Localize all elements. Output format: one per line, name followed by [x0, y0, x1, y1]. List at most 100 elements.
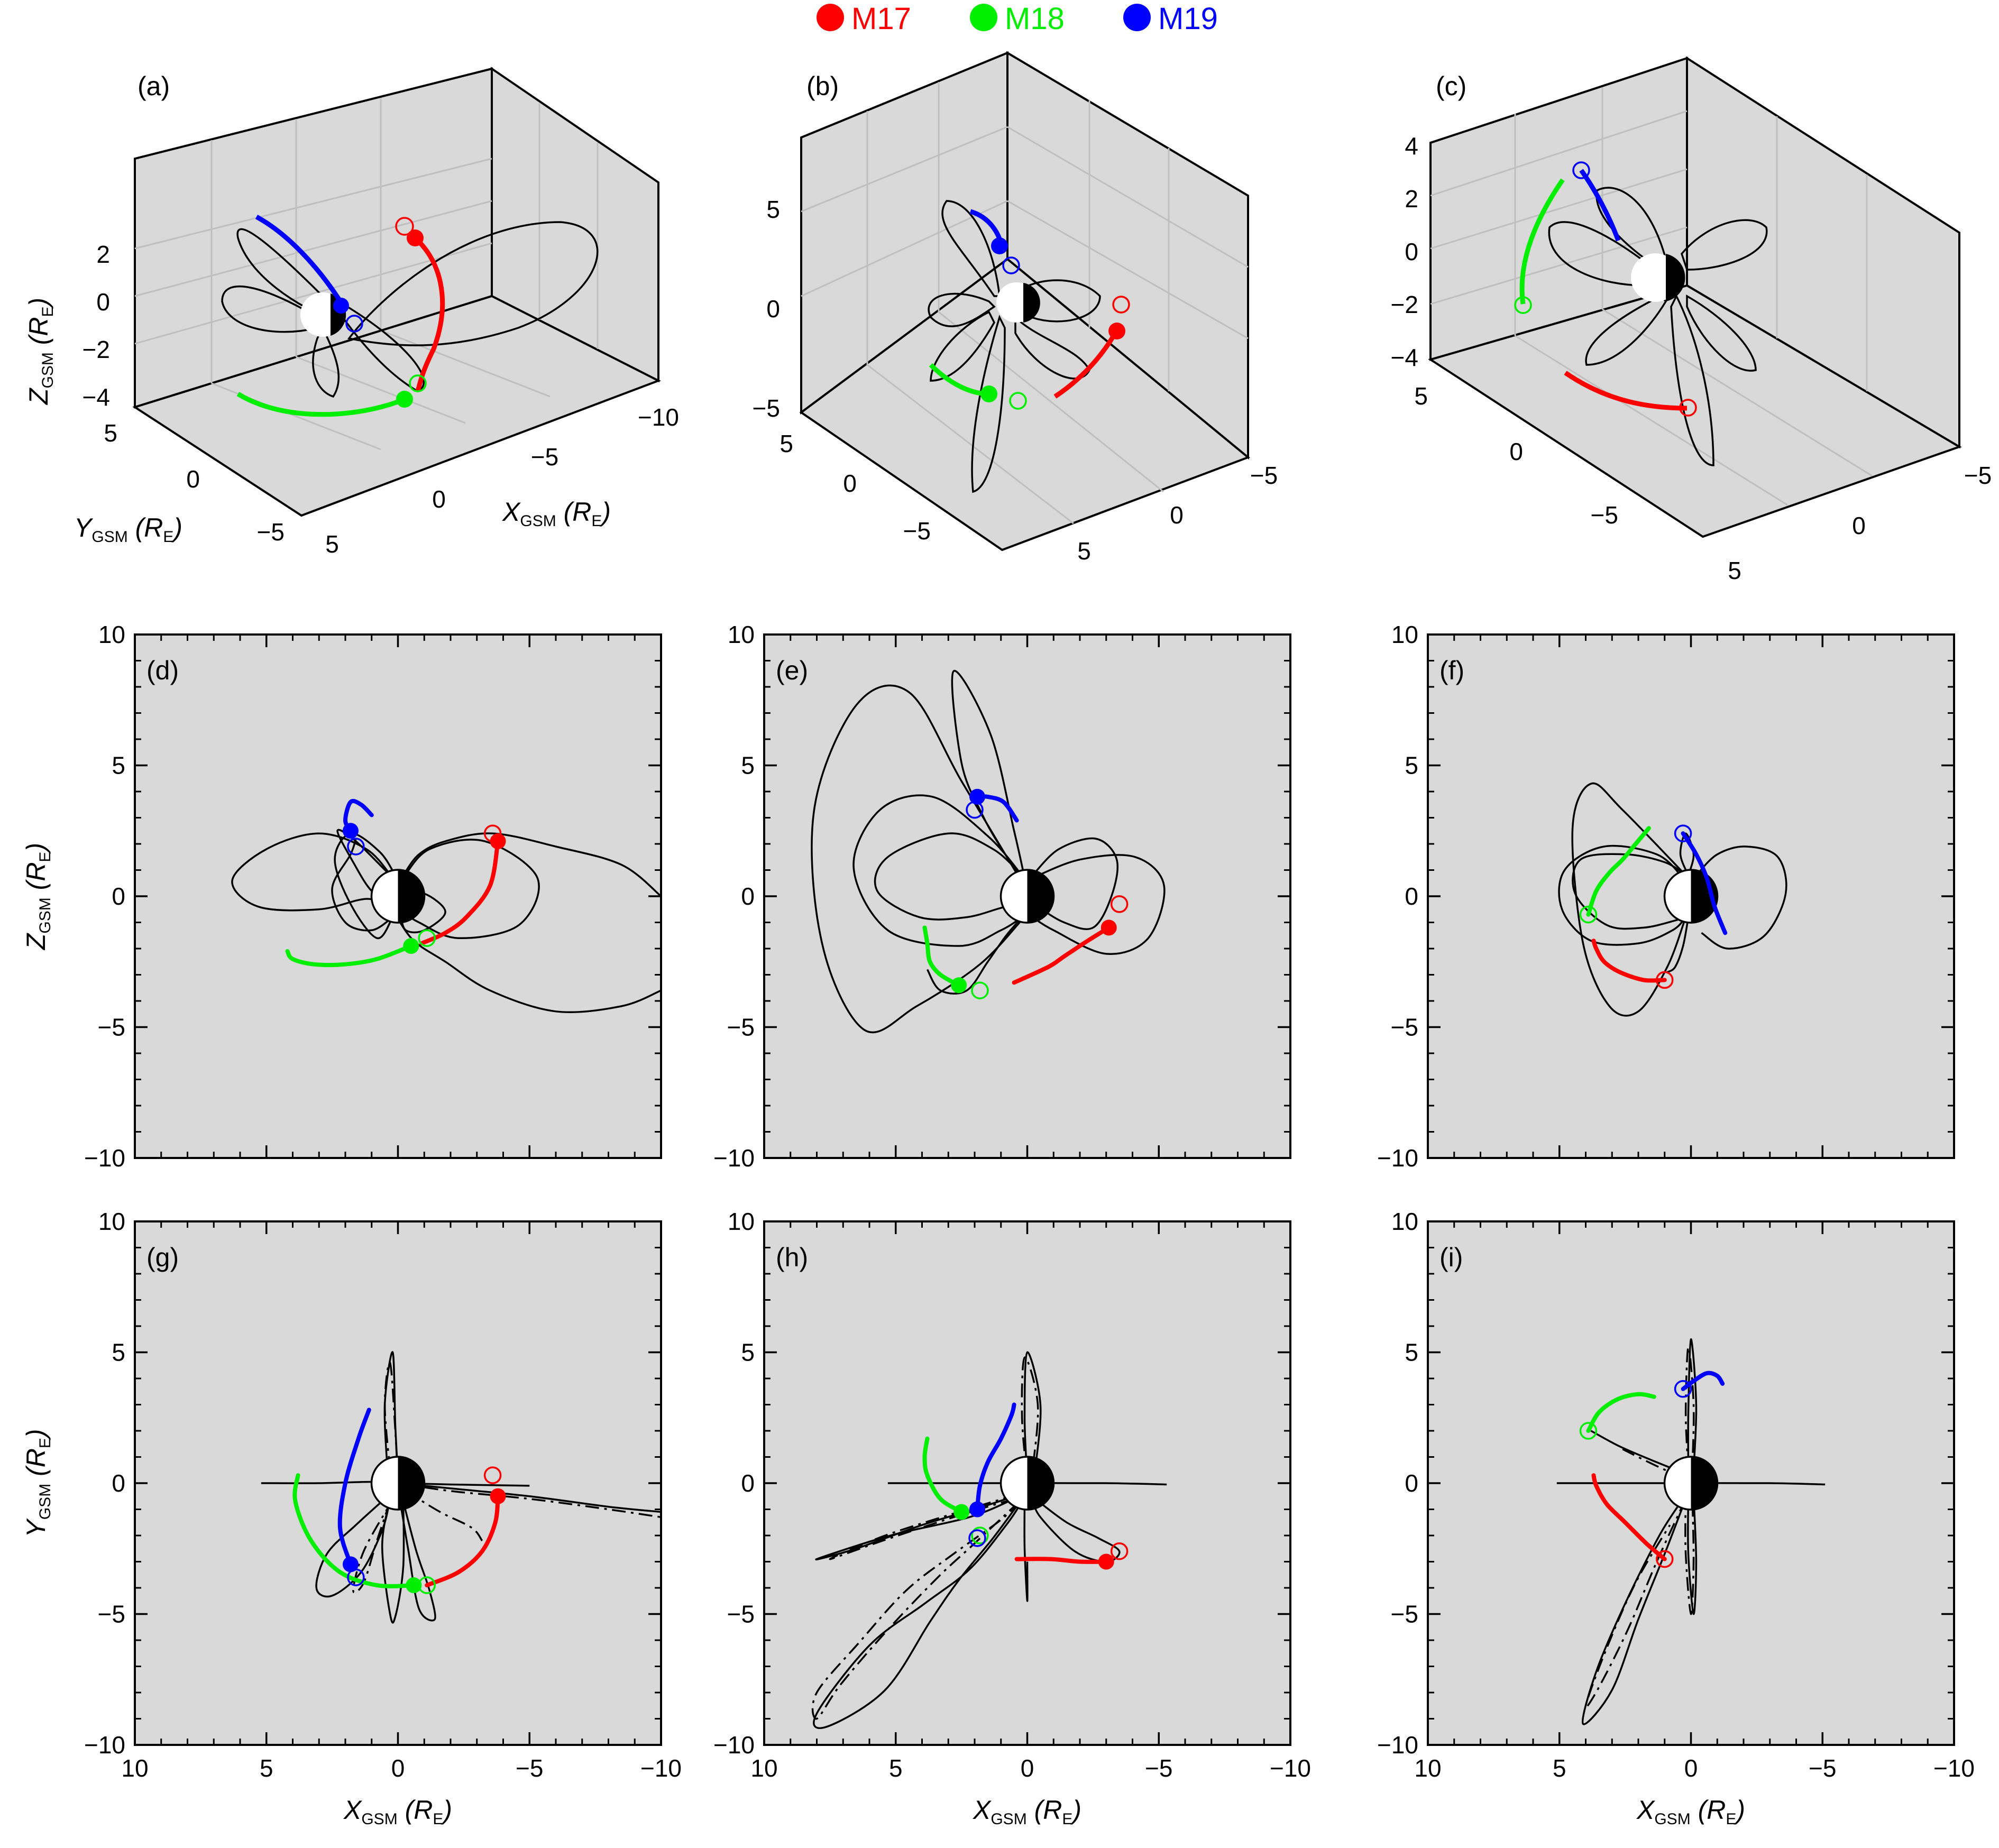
y-tick-label: −5	[1391, 1601, 1418, 1628]
footpoint-open-m17	[1656, 971, 1674, 989]
panels-2d: −10 −5 0 5 10 (d) ZGSM (RE) −10 −5 0 5 10 (e) −10 −5 0 5…	[21, 621, 1975, 1828]
track-m19	[1681, 831, 1728, 935]
pane-floor	[132, 295, 661, 517]
footpoint-open-m18	[1579, 905, 1598, 924]
footpoint-open-m19	[966, 801, 984, 819]
field-line	[1023, 1351, 1042, 1478]
svg-text:−5: −5	[257, 518, 285, 546]
track-m18	[1586, 826, 1651, 917]
field-line	[334, 832, 396, 939]
svg-text:0: 0	[1852, 512, 1866, 539]
y-tick-label: 5	[1405, 1339, 1418, 1366]
plot-content	[1558, 782, 1787, 1017]
earth-nightside	[398, 870, 425, 923]
y-tick-label: −10	[84, 1731, 125, 1759]
y-tick-label: 0	[741, 882, 755, 910]
svg-text:0: 0	[1170, 501, 1184, 529]
field-line	[1571, 782, 1687, 1017]
footpoint-open-m17	[1656, 1550, 1674, 1568]
axis-label: ZGSM (RE)	[21, 843, 54, 950]
footpoint-open-m17	[1110, 895, 1129, 913]
panel-label: (b)	[806, 71, 839, 101]
field-line	[813, 1498, 1023, 1729]
legend-marker-m18	[970, 4, 997, 31]
footpoint-open-m18	[418, 1576, 436, 1594]
x-tick-label: 0	[391, 1754, 405, 1782]
field-line	[405, 1490, 483, 1541]
panel-label: (f)	[1439, 656, 1464, 685]
svg-text:−10: −10	[638, 403, 679, 431]
panel-d: −10 −5 0 5 10 (d) ZGSM (RE)	[21, 621, 662, 1172]
track-m19	[975, 1402, 1016, 1512]
y-tick-label: −5	[727, 1014, 755, 1041]
svg-text:−5: −5	[1591, 501, 1618, 529]
x-tick-label: 10	[1414, 1754, 1441, 1782]
y-ticks: 5 0 −5	[1414, 382, 1618, 529]
footpoint-filled-m17	[1098, 1553, 1114, 1570]
field-line	[315, 1498, 391, 1598]
svg-text:2: 2	[96, 241, 110, 268]
footpoint-open-m19	[347, 1568, 365, 1586]
svg-text:5: 5	[325, 530, 339, 558]
svg-text:0: 0	[1509, 438, 1523, 465]
plot-frame	[1427, 1220, 1955, 1746]
earth-nightside	[398, 1457, 425, 1510]
earth-nightside	[1027, 1457, 1054, 1510]
panel-label: (i)	[1439, 1243, 1463, 1272]
panel-h: 10 5 0 −5 −10 −10 −5 0 5 10 (h) XGSM (RE)	[713, 1208, 1311, 1828]
x-tick-label: 5	[260, 1754, 273, 1782]
earth-nightside	[1023, 283, 1040, 323]
svg-text:5: 5	[1077, 537, 1091, 565]
panel-label: (e)	[776, 656, 808, 685]
plot-frame	[134, 633, 662, 1159]
x-tick-label: −10	[640, 1754, 682, 1782]
footpoint-open-m19	[968, 1529, 986, 1547]
field-line	[1687, 1496, 1698, 1615]
plot-content	[231, 798, 661, 1014]
y-tick-label: −5	[98, 1014, 125, 1041]
y-tick-label: −5	[98, 1601, 125, 1628]
field-line	[1666, 917, 1690, 973]
footpoint-open-m18	[1579, 1422, 1598, 1440]
field-line	[1021, 1356, 1039, 1478]
footpoint-filled-m19	[969, 788, 985, 805]
y-tick-label: 0	[1405, 1469, 1418, 1497]
svg-text:−4: −4	[82, 383, 110, 411]
track-m17	[1014, 1557, 1108, 1564]
footpoint-filled-m18	[951, 977, 967, 994]
earth-nightside	[1691, 1457, 1718, 1510]
y-tick-label: 5	[741, 1339, 755, 1366]
svg-text:−5: −5	[531, 443, 558, 471]
svg-text:0: 0	[186, 465, 200, 493]
footpoint-filled-m18	[403, 938, 419, 954]
svg-text:−4: −4	[1391, 344, 1418, 371]
earth-nightside	[1666, 254, 1685, 301]
svg-text:5: 5	[1728, 557, 1741, 584]
svg-text:−2: −2	[82, 336, 110, 363]
earth-nightside	[1691, 870, 1718, 923]
footpoint-open-m18	[971, 1527, 989, 1544]
axis-label: XGSM (RE)	[973, 1795, 1081, 1828]
svg-text:5: 5	[766, 196, 780, 223]
svg-text:0: 0	[432, 485, 446, 513]
field-line	[399, 1501, 436, 1622]
z-ticks: 5 0 −5	[753, 196, 780, 422]
track-m17	[1012, 925, 1111, 985]
plot-frame	[1427, 633, 1955, 1159]
field-line	[1584, 1498, 1687, 1708]
plot-frame	[763, 1220, 1291, 1746]
footpoint-filled-m17	[490, 833, 506, 850]
y-tick-label: 0	[112, 882, 125, 910]
footpoint-open-m19	[347, 838, 365, 856]
svg-text:0: 0	[96, 288, 110, 316]
track-m17	[1591, 1473, 1667, 1561]
y-tick-label: 10	[98, 1208, 125, 1235]
svg-text:2: 2	[1405, 185, 1418, 213]
legend-marker-m19	[1123, 4, 1151, 31]
panel-e: −10 −5 0 5 10 (e)	[713, 621, 1291, 1172]
field-line	[1684, 1346, 1695, 1470]
legend-label-m17: M17	[851, 2, 911, 36]
field-line	[402, 839, 540, 939]
field-line	[352, 1501, 391, 1594]
panel-3d-b: 5 0 −5 5 0 −5 5 0 −5 (b)	[753, 51, 1278, 565]
